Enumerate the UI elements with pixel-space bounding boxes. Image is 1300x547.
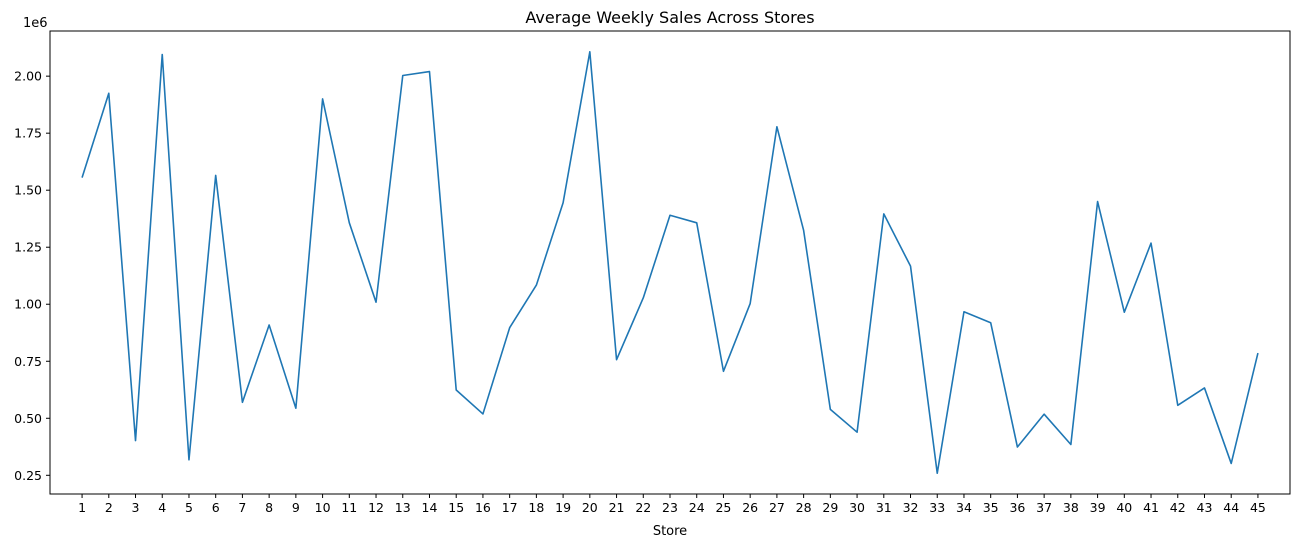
x-tick-label: 35 xyxy=(983,500,999,515)
x-tick-label: 25 xyxy=(715,500,731,515)
x-tick-label: 30 xyxy=(849,500,865,515)
x-tick-label: 34 xyxy=(956,500,972,515)
x-axis: 1 2 3 4 5 6 7 8 9 10 11 12 13 14 15 16 17 18 19 20 21 22 23 24 2… xyxy=(78,494,1266,515)
x-tick-label: 44 xyxy=(1223,500,1239,515)
x-axis-label: Store xyxy=(653,524,687,539)
y-tick-label: 0.75 xyxy=(14,354,42,369)
x-tick-label: 19 xyxy=(555,500,571,515)
x-tick-label: 16 xyxy=(475,500,491,515)
x-tick-label: 29 xyxy=(822,500,838,515)
x-tick-label: 23 xyxy=(662,500,678,515)
x-tick-label: 15 xyxy=(448,500,464,515)
chart-title: Average Weekly Sales Across Stores xyxy=(525,8,814,27)
y-axis: 0.25 0.50 0.75 1.00 1.25 1.50 1.75 2.00 xyxy=(14,69,50,483)
y-tick-label: 1.75 xyxy=(14,126,42,141)
x-tick-label: 32 xyxy=(903,500,919,515)
plot-area xyxy=(49,30,1291,495)
x-tick-label: 1 xyxy=(78,500,86,515)
x-tick-label: 5 xyxy=(185,500,193,515)
axes-frame xyxy=(49,30,1291,495)
x-tick-label: 40 xyxy=(1116,500,1132,515)
x-tick-label: 38 xyxy=(1063,500,1079,515)
x-tick-label: 27 xyxy=(769,500,785,515)
x-tick-label: 3 xyxy=(132,500,140,515)
x-tick-label: 9 xyxy=(292,500,300,515)
x-tick-label: 20 xyxy=(582,500,598,515)
x-tick-label: 4 xyxy=(158,500,166,515)
x-tick-label: 37 xyxy=(1036,500,1052,515)
y-tick-label: 1.50 xyxy=(14,183,42,198)
y-offset-label: 1e6 xyxy=(23,16,48,31)
x-tick-label: 8 xyxy=(265,500,273,515)
x-tick-label: 45 xyxy=(1250,500,1266,515)
x-tick-label: 6 xyxy=(212,500,220,515)
y-tick-label: 2.00 xyxy=(14,69,42,84)
x-tick-label: 41 xyxy=(1143,500,1159,515)
x-tick-label: 36 xyxy=(1009,500,1025,515)
x-tick-label: 22 xyxy=(635,500,651,515)
y-tick-label: 1.25 xyxy=(14,240,42,255)
x-tick-label: 12 xyxy=(368,500,384,515)
series-line xyxy=(81,50,1259,475)
x-tick-label: 10 xyxy=(315,500,331,515)
x-tick-label: 43 xyxy=(1197,500,1213,515)
x-tick-label: 11 xyxy=(341,500,357,515)
x-tick-label: 33 xyxy=(929,500,945,515)
x-tick-label: 39 xyxy=(1090,500,1106,515)
x-tick-label: 18 xyxy=(528,500,544,515)
y-tick-label: 0.25 xyxy=(14,468,42,483)
x-tick-label: 21 xyxy=(609,500,625,515)
x-tick-label: 13 xyxy=(395,500,411,515)
y-tick-label: 1.00 xyxy=(14,297,42,312)
x-tick-label: 28 xyxy=(796,500,812,515)
x-tick-label: 26 xyxy=(742,500,758,515)
x-tick-label: 24 xyxy=(689,500,705,515)
x-tick-label: 42 xyxy=(1170,500,1186,515)
x-tick-label: 31 xyxy=(876,500,892,515)
y-tick-label: 0.50 xyxy=(14,411,42,426)
x-tick-label: 7 xyxy=(238,500,246,515)
x-tick-label: 2 xyxy=(105,500,113,515)
x-tick-label: 14 xyxy=(422,500,438,515)
x-tick-label: 17 xyxy=(502,500,518,515)
